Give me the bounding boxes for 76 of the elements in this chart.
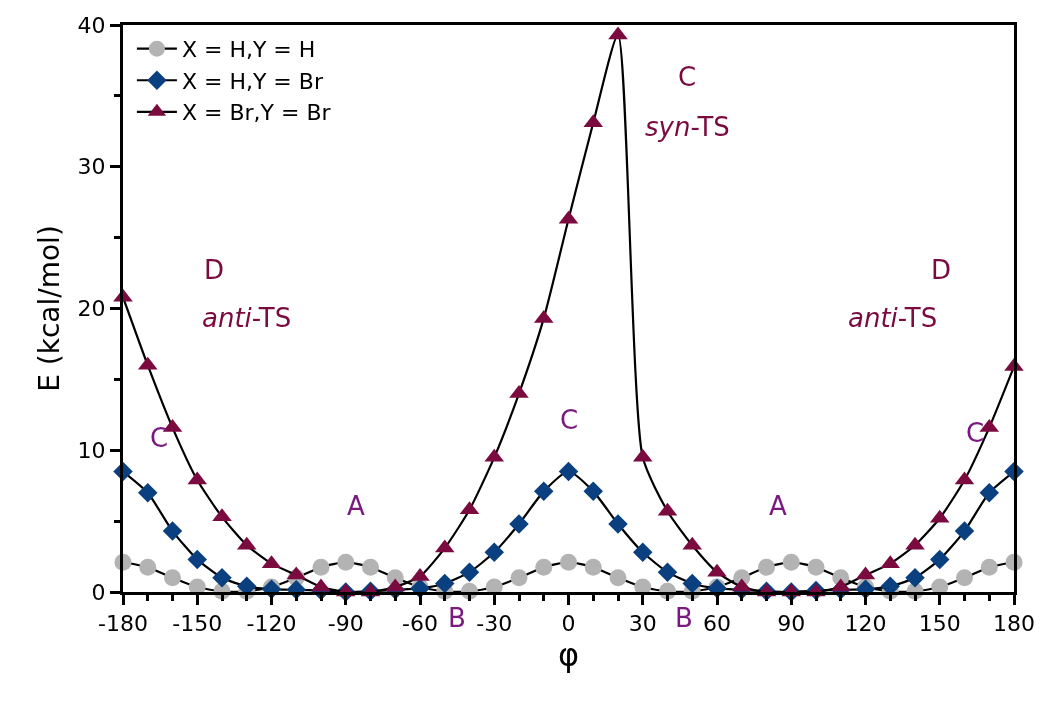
point xyxy=(608,514,628,534)
y-tick-label: 40 xyxy=(77,12,106,38)
y-tick-label: 20 xyxy=(77,296,106,322)
point xyxy=(682,573,702,594)
text: B xyxy=(675,603,693,633)
point xyxy=(459,562,480,582)
point xyxy=(435,573,455,594)
point xyxy=(212,568,232,588)
x-tick-label: -180 xyxy=(98,611,148,637)
x-axis-title: φ xyxy=(557,636,580,675)
x-tick-label: -30 xyxy=(476,611,513,637)
x-tick-label: -120 xyxy=(246,611,297,637)
point xyxy=(979,483,999,503)
point xyxy=(609,569,627,587)
point xyxy=(807,558,825,576)
point xyxy=(164,569,181,587)
point xyxy=(758,558,775,576)
y-tick-label: 30 xyxy=(77,154,106,180)
annotation: D xyxy=(204,255,225,285)
text: B xyxy=(448,603,466,633)
point xyxy=(212,508,232,522)
annotation: C xyxy=(560,405,579,435)
x-tick-label: 60 xyxy=(703,611,731,637)
point xyxy=(608,26,628,40)
point xyxy=(980,558,998,576)
annotation: anti-TS xyxy=(848,303,938,333)
point xyxy=(311,578,331,592)
point xyxy=(534,481,554,502)
annotation: C xyxy=(678,62,697,92)
point xyxy=(312,558,330,576)
point xyxy=(138,483,158,503)
x-tick-label: 90 xyxy=(777,611,806,637)
point xyxy=(583,481,603,502)
x-tick-label: 150 xyxy=(918,611,961,637)
point xyxy=(139,558,157,576)
x-tick-label: -150 xyxy=(172,611,223,637)
annotation: A xyxy=(769,491,787,521)
point xyxy=(954,521,975,541)
legend-label: X = H,Y = H xyxy=(181,37,316,63)
point xyxy=(657,562,678,582)
point xyxy=(337,553,355,571)
x-tick-label: -60 xyxy=(402,611,438,637)
annotation: C xyxy=(966,418,985,448)
point xyxy=(187,549,207,570)
point xyxy=(558,461,579,482)
x-tick-label: 120 xyxy=(844,611,887,637)
x-tick-label: 0 xyxy=(561,611,576,637)
legend-label: X = H,Y = Br xyxy=(181,68,324,94)
point xyxy=(410,567,430,581)
annotation: anti-TS xyxy=(202,303,292,333)
point xyxy=(905,568,925,588)
annotation: C xyxy=(150,423,169,453)
point xyxy=(535,558,553,576)
legend-label: X = Br,Y = Br xyxy=(181,100,332,126)
x-tick-label: -90 xyxy=(327,611,364,637)
x-tick-label: 30 xyxy=(628,611,657,637)
point xyxy=(484,542,504,563)
point xyxy=(584,558,602,576)
y-tick-label: 10 xyxy=(77,437,106,463)
point xyxy=(633,542,653,563)
point xyxy=(930,549,950,570)
point xyxy=(510,569,528,587)
point xyxy=(509,514,529,534)
point xyxy=(905,536,925,550)
annotation: syn-TS xyxy=(645,112,730,142)
point xyxy=(782,553,800,571)
y-axis-title: E (kcal/mol) xyxy=(33,225,67,392)
point xyxy=(362,558,379,576)
y-tick-label: 0 xyxy=(91,579,106,605)
point xyxy=(956,569,973,587)
annotation: D xyxy=(931,255,952,285)
annotation: A xyxy=(347,491,365,521)
point xyxy=(560,553,577,571)
point xyxy=(162,521,183,541)
x-tick-label: 180 xyxy=(993,611,1035,637)
point xyxy=(707,563,727,577)
